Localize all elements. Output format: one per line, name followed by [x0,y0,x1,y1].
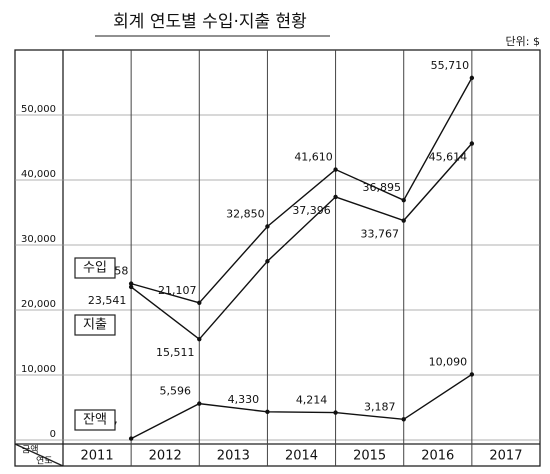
point [197,300,202,306]
value-label: 55,710 [431,59,470,72]
x-tick-label: 2015 [353,449,386,464]
y-tick-label: 0 [50,429,56,440]
point [469,75,475,81]
point [401,218,406,223]
legend-label: 수입 [83,261,107,276]
frame [14,49,541,467]
point [333,410,338,415]
legend-box [74,314,116,336]
value-label: 4,330 [228,393,260,406]
point [265,224,270,229]
point [197,401,202,406]
value-label: 37,396 [292,204,331,217]
value-label: 32,850 [226,207,265,220]
value-label: 4,214 [296,394,328,407]
series-line [130,77,473,304]
value-label: 21,107 [158,284,197,297]
point [469,141,475,146]
x-tick-label: 2013 [217,449,250,464]
x-tick-label: 2012 [149,449,182,464]
y-tick-label: 10,000 [21,364,56,375]
point [469,372,475,377]
y-tick-label: 20,000 [21,299,56,310]
legend-box [74,257,116,279]
series-line [130,143,473,341]
point [265,259,270,264]
value-label: 23,541 [88,294,127,307]
y-tick-label: 40,000 [21,169,56,180]
series-line [130,373,473,440]
value-label: 10,090 [429,355,468,368]
value-label: 36,895 [362,181,401,194]
point [333,194,338,200]
legend-box [74,409,116,431]
x-tick-label: 2011 [81,449,114,464]
value-label: 3,187 [364,400,396,413]
y-tick-label: 50,000 [21,104,56,115]
legend-label: 지출 [83,318,107,333]
unit-label: 단위: $ [506,35,540,48]
point [128,436,134,441]
corner-label: 금액 [22,444,39,456]
point [128,281,134,286]
value-label: 33,767 [360,228,399,241]
point [333,167,338,172]
legend-label: 잔액 [83,413,107,428]
point [401,417,406,422]
chart-title: 회계 연도별 수입·지출 현황 [113,12,307,32]
point [197,336,202,342]
value-label: 45,614 [429,151,468,164]
value-label: 41,610 [294,151,333,164]
point [401,197,406,203]
x-tick-label: 2017 [489,449,522,464]
value-label: 5,596 [160,385,192,398]
y-tick-label: 30,000 [21,234,56,245]
value-label: 15,511 [156,346,195,359]
corner-label: 연도 [36,456,53,467]
x-tick-label: 2014 [285,449,318,464]
corner-diagonal [14,443,64,467]
point [128,284,134,290]
x-tick-label: 2016 [421,449,454,464]
point [265,409,270,415]
